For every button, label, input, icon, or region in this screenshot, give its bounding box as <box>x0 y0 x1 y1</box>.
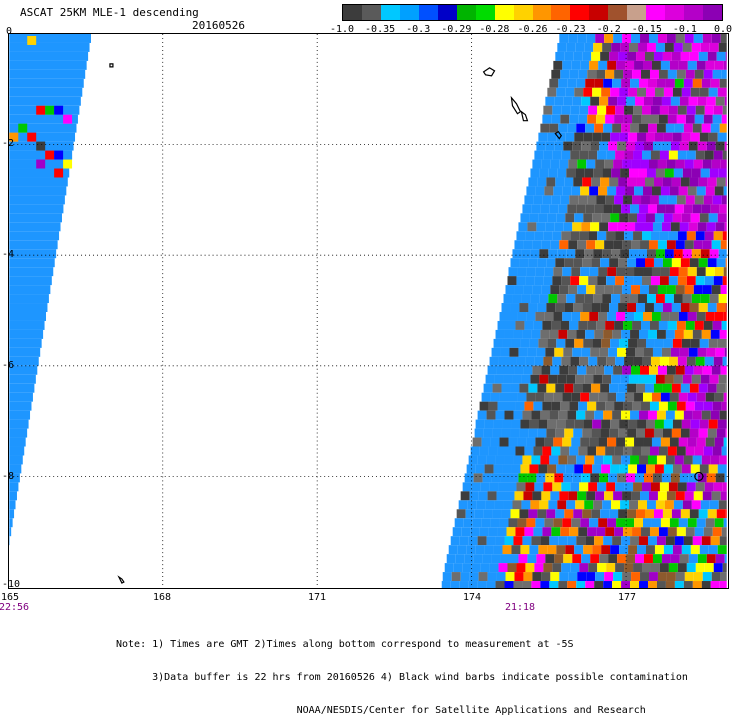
orbit-time-label: 22:56 <box>0 602 29 613</box>
longitude-label: 171 <box>308 592 326 603</box>
latitude-label: -4 <box>2 249 14 260</box>
latitude-label: -6 <box>2 360 14 371</box>
footnotes: Note: 1) Times are GMT 2)Times along bot… <box>116 617 688 727</box>
colorbar-segment <box>608 5 627 20</box>
latitude-label: -10 <box>2 579 20 590</box>
note-line-1: Note: 1) Times are GMT 2)Times along bot… <box>116 639 688 650</box>
product-date: 20160526 <box>192 19 245 32</box>
colorbar-segment <box>400 5 419 20</box>
colorbar-segment <box>457 5 476 20</box>
colorbar-segment <box>665 5 684 20</box>
latitude-label: -2 <box>2 138 14 149</box>
longitude-label: 177 <box>618 592 636 603</box>
colorbar-segment <box>646 5 665 20</box>
note-line-3: NOAA/NESDIS/Center for Satellite Applica… <box>116 705 688 716</box>
colorbar-segment <box>589 5 608 20</box>
colorbar-segment <box>551 5 570 20</box>
colorbar-segment <box>381 5 400 20</box>
orbit-time-label: 21:18 <box>505 602 535 613</box>
colorbar-segment <box>533 5 552 20</box>
colorbar-segment <box>703 5 722 20</box>
colorbar-segment <box>627 5 646 20</box>
colorbar-segment <box>476 5 495 20</box>
colorbar-segment <box>514 5 533 20</box>
colorbar-segment <box>684 5 703 20</box>
longitude-label: 174 <box>463 592 481 603</box>
colorbar-segment <box>570 5 589 20</box>
colorbar-segment <box>419 5 438 20</box>
latitude-label: 0 <box>6 26 12 37</box>
note-line-2: 3)Data buffer is 22 hrs from 20160526 4)… <box>116 672 688 683</box>
latitude-label: -8 <box>2 471 14 482</box>
swath-map <box>8 33 729 589</box>
longitude-label: 168 <box>153 592 171 603</box>
colorbar-segment <box>343 5 362 20</box>
product-title: ASCAT 25KM MLE-1 descending <box>20 6 199 19</box>
colorbar-segment <box>438 5 457 20</box>
colorbar-segment <box>362 5 381 20</box>
colorbar-segment <box>495 5 514 20</box>
colorbar <box>342 4 723 21</box>
